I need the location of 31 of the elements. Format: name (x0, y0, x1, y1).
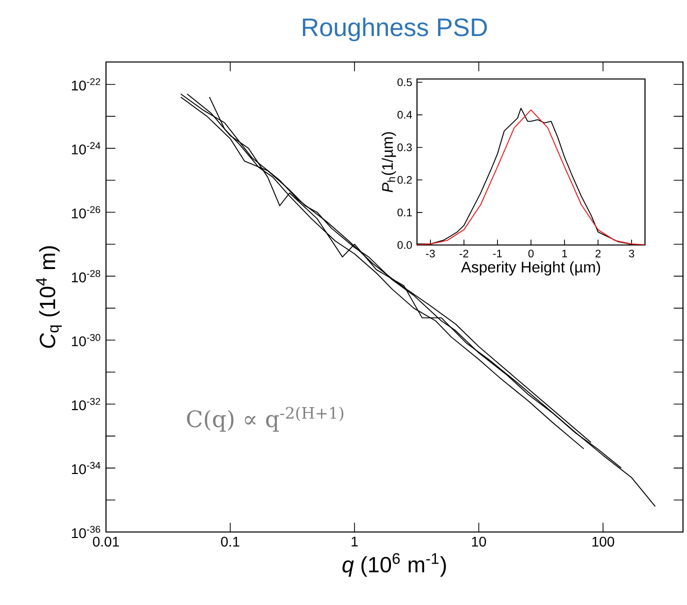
annotation: C(q) ∝ q$^{-2(H+1)}$ (186, 406, 344, 432)
x-tick-label: -3 (426, 250, 435, 258)
x-tick-label: 1 (352, 536, 358, 546)
y-tick-label: 0.0 (398, 241, 412, 249)
y-tick-label: 0.2 (398, 176, 412, 184)
x-tick-label: 0 (528, 250, 534, 258)
y-tick-label: 10$^{-22}$ (72, 78, 100, 90)
y-tick-label: 10$^{-24}$ (72, 142, 100, 154)
x-tick-label: 0.1 (221, 536, 240, 547)
y-tick-label: 0.1 (398, 208, 412, 216)
x-axis-title: q (10$^{6}$ m$^{-1}$) (342, 553, 446, 577)
x-tick-label: -1 (493, 250, 502, 258)
y-tick-label: 0.5 (398, 78, 412, 86)
y-tick-label: 10$^{-34}$ (72, 462, 100, 474)
y-tick-label: 10$^{-28}$ (72, 270, 100, 282)
y-tick-label: 0.4 (398, 110, 412, 119)
y-tick-label: 0.3 (398, 143, 412, 152)
x-tick-label: 2 (596, 250, 601, 258)
x-tick-label: 10 (472, 536, 486, 547)
x-tick-label: 100 (592, 536, 614, 547)
chart-title: Roughness PSD (302, 18, 487, 42)
x-tick-label: 3 (628, 250, 634, 258)
y-axis-title: P$_{h}$(1/µm) (382, 132, 396, 192)
x-axis-title: Asperity Height (µm) (460, 261, 600, 276)
x-tick-label: 1 (562, 250, 568, 258)
y-tick-label: 10$^{-30}$ (72, 334, 100, 346)
y-tick-label: 10$^{-26}$ (72, 206, 100, 218)
x-tick-label: -2 (460, 250, 468, 258)
y-tick-label: 10$^{-32}$ (72, 398, 100, 410)
x-tick-label: 0.01 (92, 536, 119, 547)
y-axis-title: C$_{q}$ (10$^{4}$ m) (36, 246, 62, 348)
